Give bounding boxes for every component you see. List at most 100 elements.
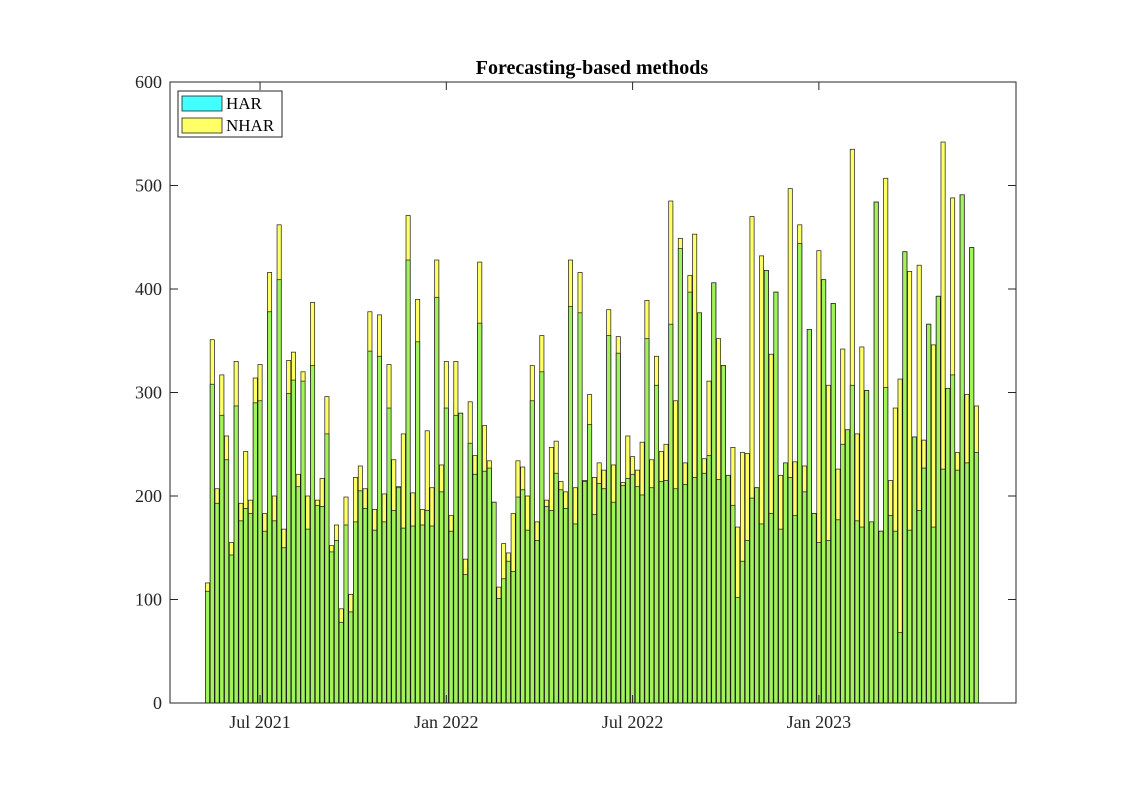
- bar-har: [257, 400, 263, 704]
- bar-har: [644, 338, 650, 704]
- bar-har: [673, 488, 679, 704]
- bar-har: [773, 291, 779, 704]
- bar-har: [453, 414, 459, 704]
- bar-har: [515, 496, 521, 704]
- bar-har: [505, 560, 511, 704]
- bar-har: [310, 365, 316, 704]
- legend-swatch-nhar: [181, 117, 223, 134]
- bar-har: [921, 467, 927, 704]
- bar-har: [396, 487, 402, 704]
- bar-har: [228, 554, 234, 704]
- bar-har: [802, 491, 808, 704]
- bar-har: [391, 510, 397, 704]
- bar-har: [295, 486, 301, 704]
- bar-har: [682, 484, 688, 704]
- bar-har: [577, 312, 583, 704]
- chart-title: Forecasting-based methods: [476, 57, 709, 79]
- legend-label-nhar: NHAR: [226, 116, 275, 135]
- y-tick-label: 0: [153, 693, 162, 713]
- bar-har: [864, 390, 870, 704]
- y-tick-label: 100: [135, 590, 162, 610]
- bar-har: [252, 402, 258, 704]
- bar-har: [348, 611, 354, 704]
- bar-har: [749, 497, 755, 704]
- bar-har: [974, 452, 979, 704]
- y-tick-label: 600: [135, 72, 162, 92]
- bar-har: [572, 523, 578, 704]
- bar-har: [286, 393, 292, 704]
- bar-har: [931, 526, 936, 704]
- bar-har: [448, 530, 454, 704]
- bar-har: [601, 488, 607, 704]
- bar-har: [415, 341, 421, 704]
- bar-har: [267, 311, 273, 704]
- bar-har: [209, 383, 215, 704]
- bar-har: [443, 407, 449, 704]
- bar-har: [663, 480, 669, 704]
- bars-group: [205, 141, 979, 704]
- bar-har: [778, 528, 784, 704]
- bar-har: [763, 270, 769, 704]
- bar-har: [329, 551, 335, 704]
- bar-har: [377, 355, 382, 704]
- bar-har: [314, 504, 320, 704]
- bar-har: [410, 525, 416, 704]
- bar-har: [338, 621, 344, 704]
- bar-har: [868, 521, 874, 704]
- bar-har: [950, 374, 956, 704]
- bar-har: [830, 303, 836, 704]
- bar-har: [902, 251, 908, 704]
- bar-har: [606, 335, 612, 704]
- bar-har: [477, 322, 483, 704]
- bar-har: [787, 477, 793, 704]
- bar-har: [845, 429, 850, 704]
- bar-har: [424, 510, 430, 704]
- bar-har: [458, 412, 464, 704]
- bar-har: [381, 521, 387, 704]
- bar-har: [806, 329, 812, 704]
- bar-har: [935, 295, 941, 704]
- bar-har: [534, 540, 540, 704]
- bar-har: [372, 529, 378, 704]
- bar-har: [386, 407, 392, 704]
- bar-har: [615, 352, 621, 704]
- bar-har: [491, 501, 497, 704]
- bar-har: [238, 520, 244, 704]
- bar-har: [711, 282, 717, 704]
- bar-har: [630, 473, 636, 704]
- x-tick-label: Jan 2023: [787, 712, 852, 732]
- bar-har: [214, 502, 220, 704]
- bar-har: [243, 508, 249, 704]
- bar-har: [797, 243, 803, 704]
- bar-har: [735, 597, 741, 704]
- bar-har: [964, 462, 970, 704]
- bar-har: [233, 405, 239, 704]
- x-axis: Jul 2021 Jan 2022 Jul 2022 Jan 2023: [229, 82, 851, 732]
- bar-har: [792, 515, 798, 704]
- legend-swatch-har: [181, 95, 223, 112]
- bar-har: [558, 489, 564, 704]
- bar-har: [520, 489, 526, 704]
- bar-har: [496, 598, 502, 704]
- bar-har: [271, 520, 277, 704]
- bar-har: [701, 472, 707, 704]
- bar-har: [759, 523, 765, 704]
- bar-har: [482, 470, 487, 704]
- bar-har: [362, 508, 368, 704]
- y-tick-label: 400: [135, 279, 162, 299]
- bar-har: [367, 350, 373, 704]
- bar-har: [568, 306, 573, 704]
- bar-har: [596, 483, 602, 704]
- bar-har: [419, 524, 425, 704]
- bar-har: [969, 247, 975, 704]
- bar-har: [291, 379, 296, 704]
- bar-har: [821, 279, 827, 704]
- bar-har: [916, 510, 922, 704]
- y-tick-label: 300: [135, 383, 162, 403]
- bar-har: [687, 291, 693, 704]
- bar-har: [529, 400, 535, 704]
- bar-har: [725, 474, 731, 704]
- bar-har: [754, 487, 760, 704]
- bar-har: [649, 487, 655, 704]
